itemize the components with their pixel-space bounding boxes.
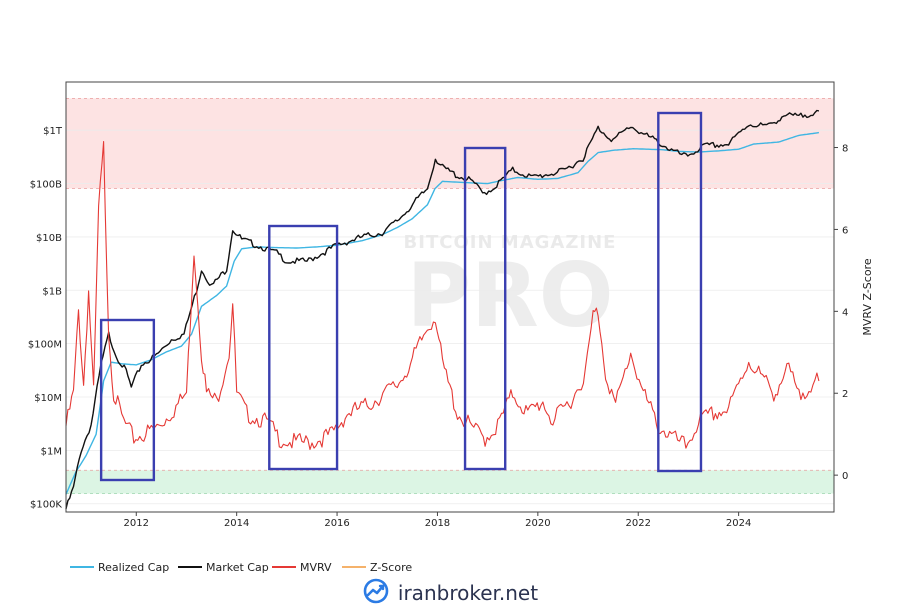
right-tick-label: 0	[842, 471, 848, 482]
right-tick-label: 8	[842, 144, 848, 155]
chart-logo-icon	[362, 577, 390, 609]
x-tick-label: 2022	[626, 518, 651, 529]
left-tick-label: $10M	[34, 393, 62, 404]
x-tick-label: 2012	[124, 518, 149, 529]
mvrv-zscore-chart: BITCOIN MAGAZINE PRO $100K $1M $10M $100M $1…	[28, 81, 874, 574]
footer-site-name: iranbroker.net	[397, 580, 539, 605]
footer: iranbroker.net	[0, 574, 900, 611]
x-tick-label: 2024	[726, 518, 751, 529]
x-tick-label: 2016	[324, 518, 349, 529]
left-tick-label: $100M	[28, 340, 62, 351]
right-tick-label: 6	[842, 225, 848, 236]
x-tick-label: 2014	[224, 518, 249, 529]
watermark-top-text: BITCOIN MAGAZINE	[404, 232, 617, 253]
right-axis-title: MVRV Z-Score	[861, 258, 874, 335]
legend-label[interactable]: Z-Score	[370, 561, 412, 574]
legend-label[interactable]: Realized Cap	[98, 561, 169, 574]
undervalued-zone	[66, 470, 834, 494]
right-tick-label: 2	[842, 389, 848, 400]
legend: Realized Cap Market Cap MVRV Z-Score	[70, 561, 412, 574]
overvalued-zone	[66, 98, 834, 189]
highlight-box	[657, 111, 703, 473]
left-tick-label: $1M	[41, 446, 62, 457]
highlight-box	[268, 224, 339, 471]
legend-label[interactable]: MVRV	[300, 561, 332, 574]
left-tick-label: $100B	[30, 180, 62, 191]
left-tick-label: $10B	[36, 233, 62, 244]
left-tick-label: $1B	[42, 286, 62, 297]
highlight-box	[99, 318, 156, 482]
watermark-main-text: PRO	[406, 244, 613, 347]
x-tick-label: 2018	[425, 518, 450, 529]
left-tick-label: $100K	[30, 500, 62, 511]
legend-label[interactable]: Market Cap	[206, 561, 269, 574]
watermark: BITCOIN MAGAZINE PRO	[404, 232, 617, 347]
right-tick-label: 4	[842, 307, 848, 318]
plot-frame	[65, 81, 835, 513]
x-tick-label: 2020	[525, 518, 550, 529]
series-line-mvrv	[65, 141, 820, 451]
highlight-box	[463, 146, 507, 471]
left-tick-label: $1T	[43, 126, 63, 137]
